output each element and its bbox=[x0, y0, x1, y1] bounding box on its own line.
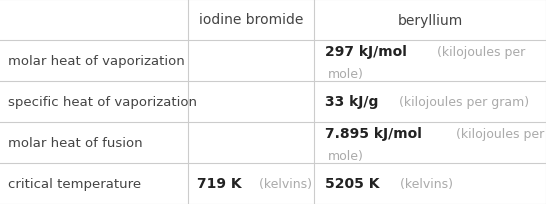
Text: (kilojoules per: (kilojoules per bbox=[453, 127, 545, 140]
Text: 33 kJ/g: 33 kJ/g bbox=[325, 95, 378, 109]
Text: (kelvins): (kelvins) bbox=[396, 177, 454, 190]
Text: molar heat of fusion: molar heat of fusion bbox=[8, 136, 143, 149]
Text: iodine bromide: iodine bromide bbox=[199, 13, 304, 27]
Text: specific heat of vaporization: specific heat of vaporization bbox=[8, 95, 197, 109]
Text: mole): mole) bbox=[328, 150, 363, 162]
Text: (kilojoules per gram): (kilojoules per gram) bbox=[395, 95, 529, 109]
Text: (kelvins): (kelvins) bbox=[256, 177, 312, 190]
Text: 5205 K: 5205 K bbox=[325, 177, 379, 191]
Text: critical temperature: critical temperature bbox=[8, 177, 141, 190]
Text: 7.895 kJ/mol: 7.895 kJ/mol bbox=[325, 127, 422, 141]
Text: mole): mole) bbox=[328, 68, 363, 81]
Text: molar heat of vaporization: molar heat of vaporization bbox=[8, 55, 185, 68]
Text: 719 K: 719 K bbox=[197, 177, 241, 191]
Text: beryllium: beryllium bbox=[397, 13, 462, 27]
Text: 297 kJ/mol: 297 kJ/mol bbox=[325, 45, 407, 59]
Text: (kilojoules per: (kilojoules per bbox=[433, 46, 525, 59]
